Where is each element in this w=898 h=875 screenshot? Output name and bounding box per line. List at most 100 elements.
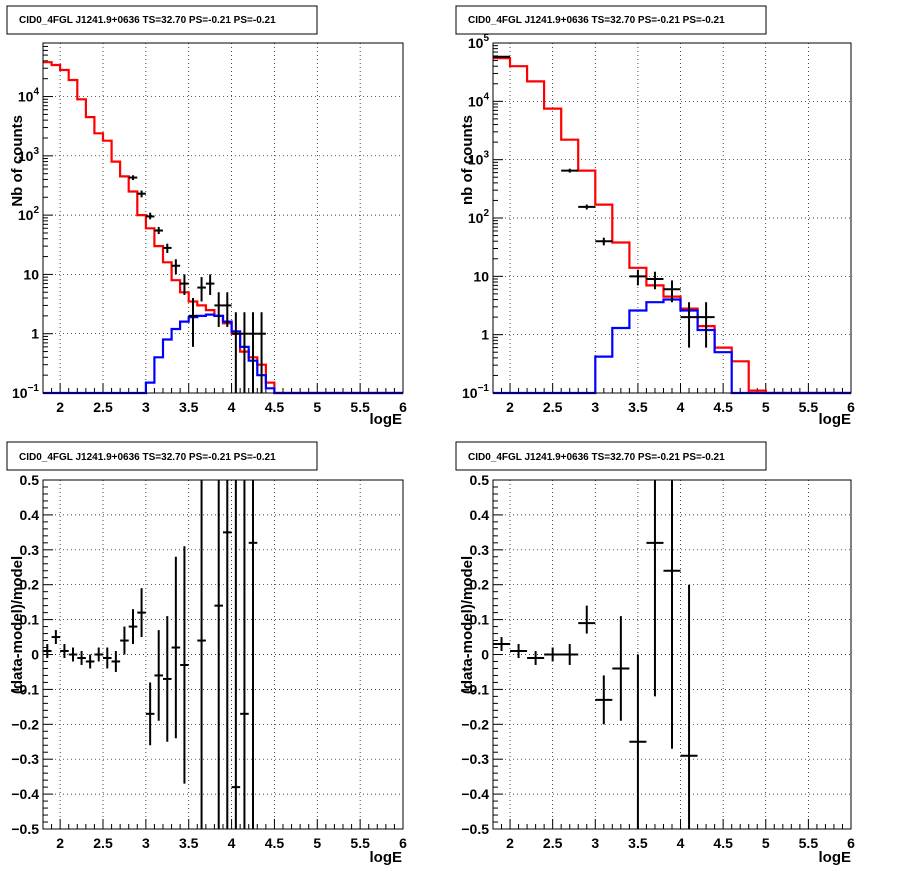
x-tick-label: 3: [142, 835, 150, 851]
data-point: [240, 480, 249, 829]
y-tick-base: 10: [468, 210, 484, 226]
chart-title: CID0_4FGL J1241.9+0636 TS=32.70 PS=-0.21…: [468, 15, 725, 26]
data-point: [561, 168, 579, 173]
y-tick-label: 102: [468, 208, 490, 226]
data-point: [103, 647, 112, 669]
data-point: [595, 237, 613, 246]
data-points: [493, 55, 715, 348]
data-point: [214, 292, 223, 327]
x-tick-label: 4: [228, 399, 236, 415]
y-tick-base: 10: [18, 148, 34, 164]
data-point: [223, 480, 232, 829]
data-point: [85, 654, 95, 669]
y-tick-label: 0: [481, 647, 489, 663]
x-tick-label: 4.5: [713, 835, 733, 851]
y-axis: −0.5 −0.4 −0.3 −0.2 −0.1 0 0.1 0.2 0.3 0.4 0.5: [11, 472, 403, 837]
y-tick-label: 103: [18, 146, 40, 164]
x-axis: 2 2.5 3 3.5 4 4.5 5 5.5 6: [501, 43, 855, 415]
x-tick-label: 3: [591, 399, 599, 415]
plot-frame: [492, 42, 852, 394]
data-points: [493, 480, 698, 829]
x-tick-label: 4: [677, 835, 685, 851]
x-tick-label: 2: [506, 399, 514, 415]
y-tick-label: −0.1: [461, 681, 489, 697]
data-point: [646, 271, 664, 290]
y-tick-exponent: 3: [33, 146, 39, 157]
data-point: [188, 298, 198, 347]
data-point: [51, 630, 61, 645]
y-tick-label: 102: [18, 205, 40, 223]
data-point: [205, 274, 215, 295]
data-point: [120, 626, 129, 655]
x-axis: 2 2.5 3 3.5 4 4.5 5 5.5 6: [51, 480, 407, 851]
chart-title-box: [455, 441, 767, 471]
y-tick-label: −0.5: [11, 821, 39, 837]
chart-title-box: [6, 5, 318, 35]
y-tick-label: 0.4: [470, 507, 490, 523]
data-point: [180, 546, 189, 784]
x-axis: 2 2.5 3 3.5 4 4.5 5 5.5 6: [51, 43, 407, 415]
x-tick-label: 6: [847, 399, 855, 415]
y-tick-base: 10: [462, 385, 478, 401]
data-point: [646, 480, 664, 697]
chart-panel-top-right: CID0_4FGL J1241.9+0636 TS=32.70 PS=-0.21…: [455, 5, 855, 428]
y-tick-label: 10−1: [12, 383, 39, 401]
x-tick-label: 5: [762, 835, 770, 851]
x-tick-label: 3: [591, 835, 599, 851]
y-tick-label: 0: [31, 647, 39, 663]
y-tick-label: −0.2: [461, 716, 489, 732]
x-tick-label: 6: [399, 399, 407, 415]
data-point: [663, 280, 681, 303]
data-points: [128, 175, 266, 393]
x-tick-label: 4: [677, 399, 685, 415]
x-tick-label: 3.5: [179, 399, 199, 415]
y-tick-exponent: 5: [483, 33, 489, 44]
y-axis-title: nb of counts: [459, 115, 476, 205]
y-tick-exponent: −1: [478, 383, 490, 394]
data-point: [77, 651, 86, 665]
y-tick-label: 104: [18, 87, 40, 105]
y-tick-label: 0.5: [20, 472, 40, 488]
data-point: [68, 647, 78, 662]
y-tick-label: 10: [473, 268, 489, 284]
data-point: [680, 584, 698, 829]
x-tick-label: 4.5: [713, 399, 733, 415]
data-point: [163, 616, 172, 742]
data-point: [128, 609, 138, 645]
y-tick-label: 105: [468, 33, 490, 51]
data-point: [137, 588, 146, 638]
plot-frame: [42, 479, 404, 830]
y-tick-label: −0.3: [11, 751, 39, 767]
y-tick-label: 103: [468, 150, 490, 168]
data-point: [527, 651, 545, 665]
x-axis: 2 2.5 3 3.5 4 4.5 5 5.5 6: [501, 480, 855, 851]
data-point: [197, 277, 206, 302]
chart-title-box: [455, 5, 767, 35]
data-point: [171, 556, 181, 739]
source-model-histogram: [43, 313, 403, 395]
x-tick-label: 2.5: [543, 399, 563, 415]
data-point: [137, 190, 146, 198]
x-tick-label: 2.5: [543, 835, 563, 851]
x-tick-label: 6: [847, 835, 855, 851]
x-tick-label: 2: [56, 399, 64, 415]
data-point: [663, 480, 681, 749]
y-tick-label: 0.2: [20, 577, 40, 593]
y-axis-title: Nb of counts: [9, 115, 26, 207]
data-point: [240, 312, 249, 393]
data-point: [697, 302, 715, 348]
x-axis-title: logE: [819, 411, 852, 428]
data-point: [145, 212, 155, 220]
x-tick-label: 2.5: [93, 399, 113, 415]
data-point: [223, 292, 232, 327]
y-tick-label: −0.5: [461, 821, 489, 837]
x-tick-label: 5: [313, 835, 321, 851]
y-axis-title: (data-model)/model: [9, 556, 26, 694]
y-tick-base: 10: [12, 385, 28, 401]
x-axis-title: logE: [370, 849, 403, 866]
x-tick-label: 3: [142, 399, 150, 415]
x-tick-label: 5.5: [799, 399, 819, 415]
source-model-histogram: [493, 298, 851, 395]
data-point: [60, 644, 69, 658]
